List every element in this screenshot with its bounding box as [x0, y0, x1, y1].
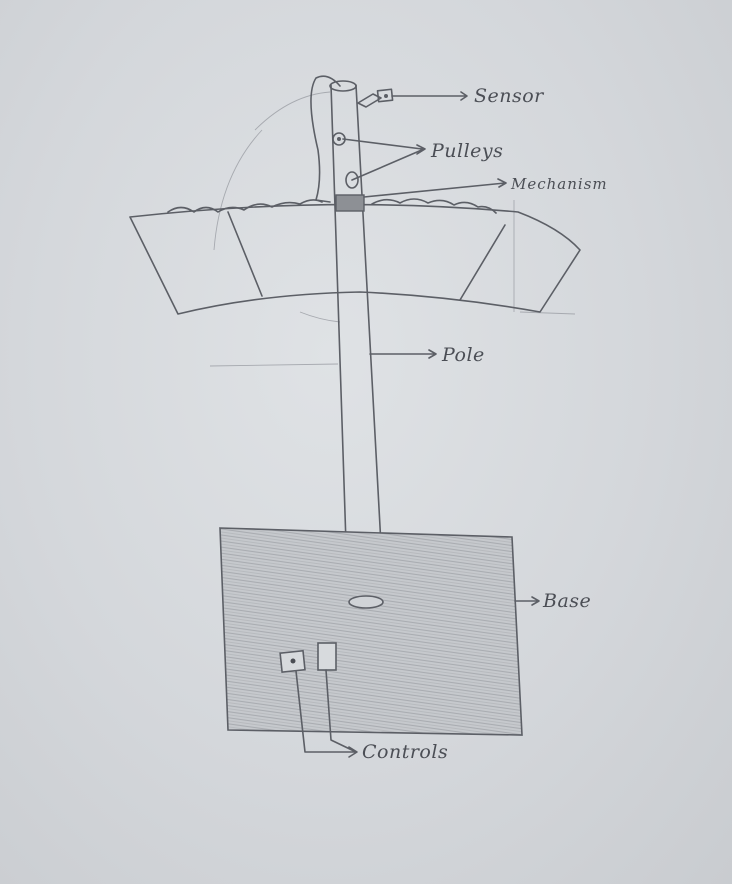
controls: [279, 642, 337, 673]
leader-lines: [295, 91, 540, 758]
label-pole: Pole: [441, 344, 485, 366]
canopy: [129, 198, 581, 315]
construction-lines: [209, 91, 576, 367]
label-base: Base: [542, 590, 591, 612]
label-mechanism: Mechanism: [510, 175, 608, 193]
label-sensor: Sensor: [474, 85, 545, 107]
sensor: [357, 88, 394, 108]
base: [219, 527, 523, 736]
mechanism: [335, 194, 365, 212]
label-pulleys: Pulleys: [430, 140, 503, 162]
label-controls: Controls: [362, 741, 448, 763]
pole: [310, 75, 385, 609]
